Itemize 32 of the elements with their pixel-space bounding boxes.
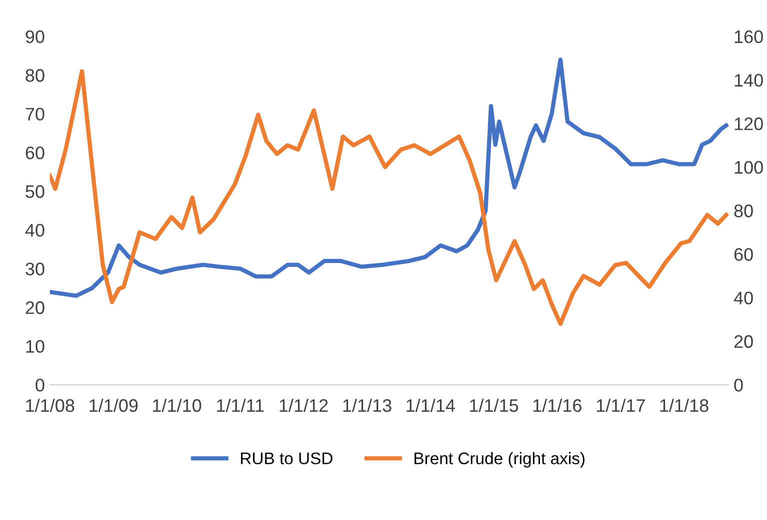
x-tick-label: 1/1/14 [406, 398, 455, 412]
y2-tick-label: 120 [734, 117, 763, 130]
x-tick-label: 1/1/12 [280, 398, 328, 412]
x-tick-label: 1/1/17 [596, 398, 645, 412]
y2-tick-label: 140 [734, 74, 763, 87]
y-tick-label: 20 [26, 301, 44, 314]
y2-tick-label: 40 [734, 292, 753, 304]
x-tick-label: 1/1/15 [470, 398, 518, 412]
x-tick-label: 1/1/18 [660, 398, 708, 412]
x-tick-label: 1/1/08 [26, 398, 74, 412]
x-tick-label: 1/1/13 [343, 398, 392, 412]
y2-tick-label: 80 [734, 204, 753, 218]
legend-label: Brent Crude (right axis) [414, 452, 584, 468]
y2-tick-label: 0 [734, 378, 743, 392]
x-tick-label: 1/1/16 [533, 398, 582, 412]
y-tick-label: 40 [25, 224, 44, 237]
x-tick-label: 1/1/11 [217, 398, 264, 412]
y2-tick-label: 60 [734, 248, 753, 261]
y-tick-label: 10 [26, 340, 44, 353]
x-tick-label: 1/1/09 [90, 398, 138, 412]
y-tick-label: 60 [26, 146, 44, 160]
y-tick-label: 80 [26, 69, 44, 82]
y2-tick-label: 100 [734, 160, 763, 174]
y-tick-label: 30 [26, 262, 44, 276]
legend-label: RUB to USD [241, 452, 332, 464]
x-tick-label: 1/1/10 [153, 398, 202, 412]
y-tick-label: 70 [26, 108, 44, 121]
y2-tick-label: 20 [734, 335, 753, 348]
y-tick-label: 0 [36, 378, 44, 392]
y2-tick-label: 160 [734, 30, 763, 44]
y-tick-label: 90 [26, 30, 44, 44]
y-tick-label: 50 [26, 185, 44, 198]
